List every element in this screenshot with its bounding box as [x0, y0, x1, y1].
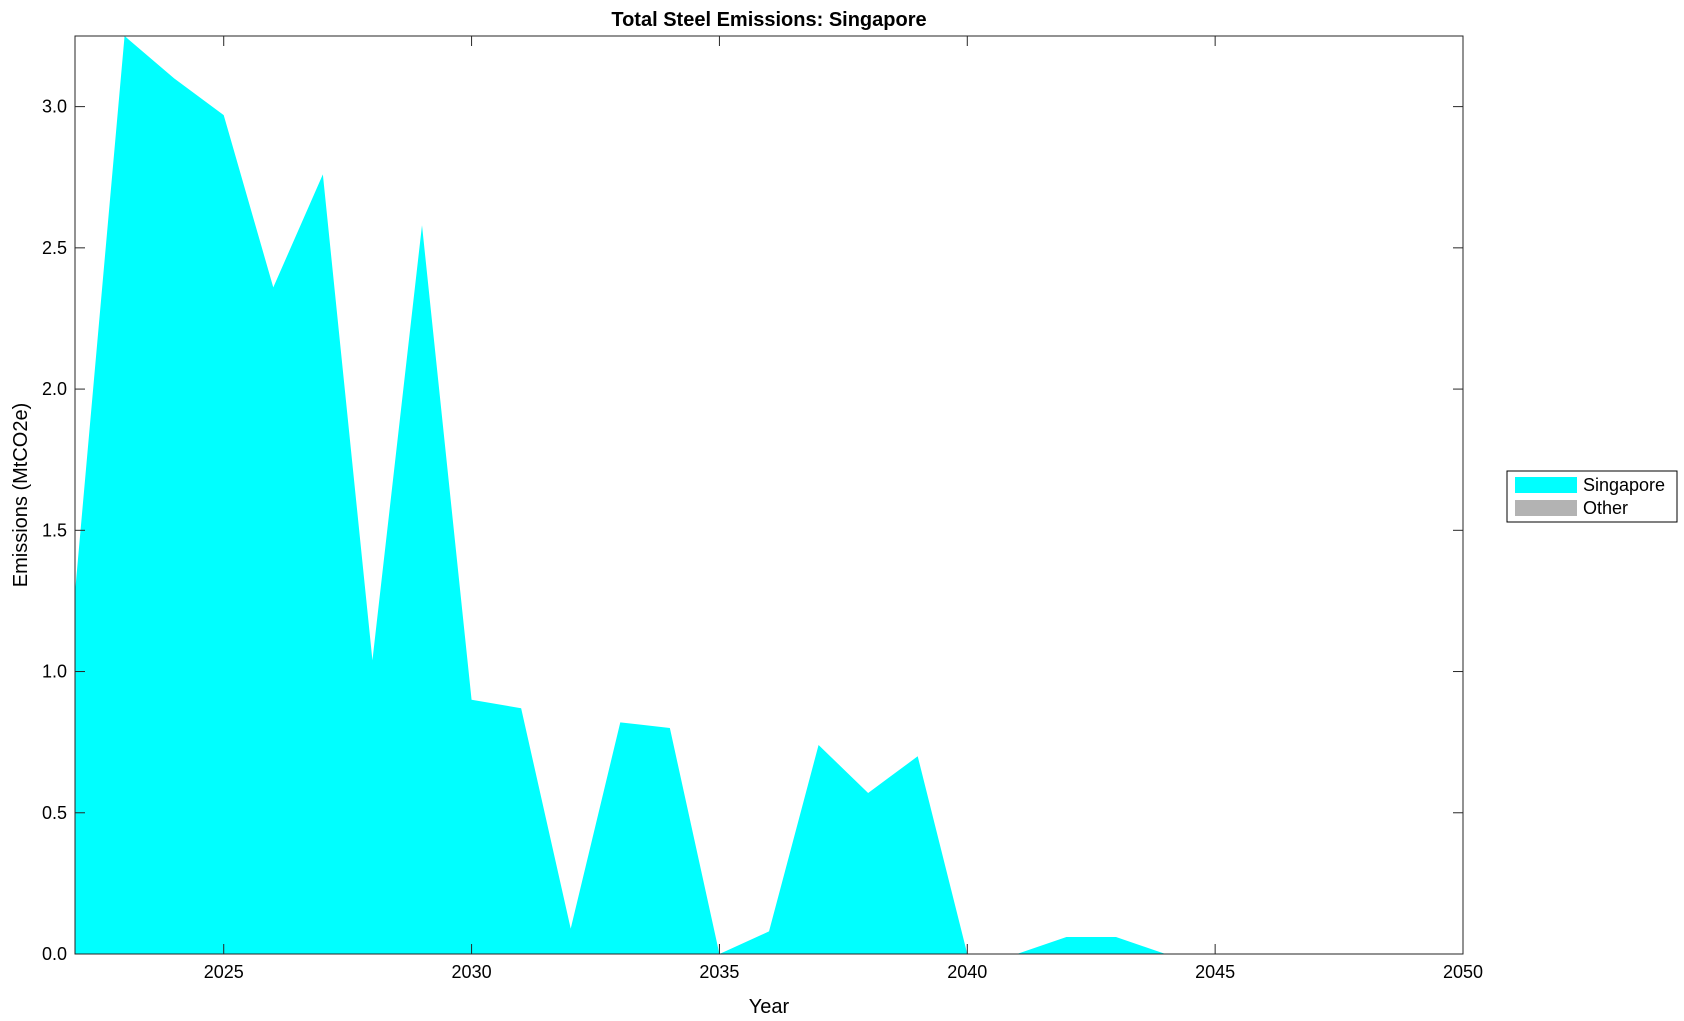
x-tick-label: 2045 — [1195, 962, 1235, 982]
axes: 2025 2030 2035 2040 2045 2050 0.0 0.5 1.0 1.5 2.0 2… — [42, 35, 1483, 982]
y-tick-label: 1.5 — [42, 520, 67, 540]
y-tick-label: 2.5 — [42, 238, 67, 258]
plot-area — [75, 36, 1463, 954]
axes-box — [74, 35, 1464, 955]
x-axis-label: Year — [749, 996, 790, 1018]
x-tick-label: 2030 — [452, 962, 492, 982]
y-tick-label: 0.5 — [42, 803, 67, 823]
y-axis-label: Emissions (MtCO2e) — [10, 403, 32, 587]
legend-label-other: Other — [1583, 498, 1628, 518]
x-tick-label: 2040 — [947, 962, 987, 982]
area-series-singapore — [75, 36, 1463, 954]
legend-swatch-other — [1515, 500, 1577, 516]
chart-title: Total Steel Emissions: Singapore — [611, 9, 926, 31]
y-tick-label: 2.0 — [42, 379, 67, 399]
x-tick-label: 2025 — [204, 962, 244, 982]
y-tick-label: 3.0 — [42, 97, 67, 117]
y-tick-label: 0.0 — [42, 944, 67, 964]
legend: Singapore Other — [1506, 470, 1678, 523]
y-tick-label: 1.0 — [42, 662, 67, 682]
legend-swatch-singapore — [1515, 477, 1577, 493]
x-tick-label: 2035 — [699, 962, 739, 982]
x-tick-label: 2050 — [1443, 962, 1483, 982]
legend-label-singapore: Singapore — [1583, 475, 1665, 495]
